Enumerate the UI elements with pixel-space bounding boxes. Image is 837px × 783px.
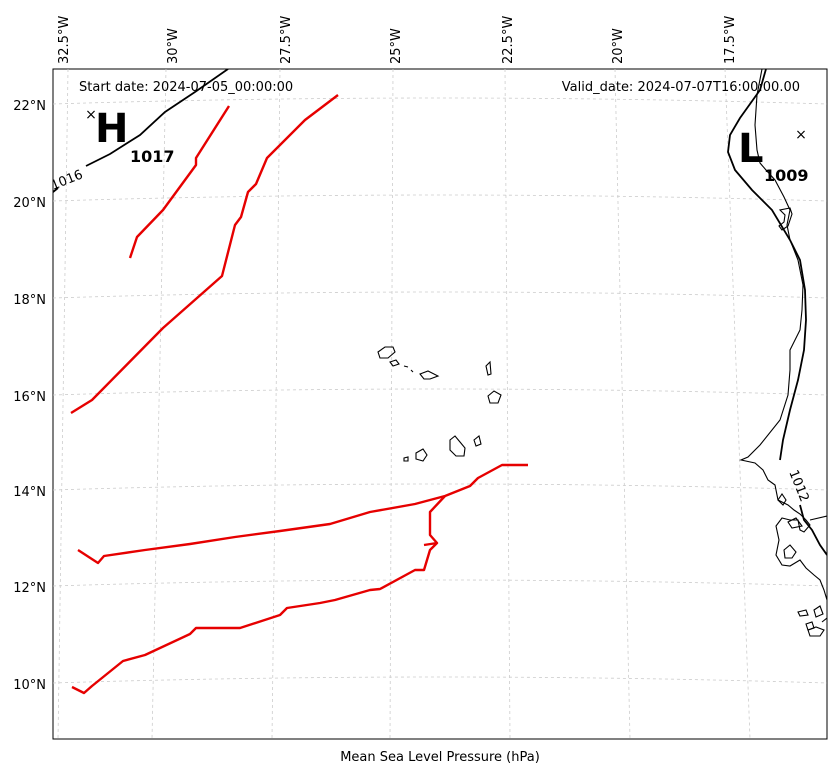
longitude-gridlines (57, 69, 751, 739)
lat-tick-label: 14°N (13, 485, 46, 500)
front-line-3 (77, 463, 528, 565)
high-letter: H (95, 106, 128, 152)
longitude-tick-labels: 32.5°W 30°W 27.5°W 25°W 22.5°W 20°W 17.5… (57, 16, 738, 64)
africa-coastline (739, 69, 827, 637)
isobar-1016 (85, 69, 229, 167)
high-pressure-value: 1017 (130, 147, 175, 166)
lat-tick-label: 22°N (13, 99, 46, 114)
isobar-1016-tail (53, 187, 59, 193)
map-xlabel: Mean Sea Level Pressure (hPa) (340, 750, 540, 765)
high-pressure-center: × H 1017 (85, 106, 174, 166)
front-line-2 (70, 94, 339, 415)
lon-tick-label: 30°W (166, 28, 181, 64)
front-line-1 (128, 105, 231, 259)
lat-tick-label: 16°N (13, 390, 46, 405)
lon-tick-label: 17.5°W (723, 16, 738, 64)
valid-date: Valid_date: 2024-07-07T16:00:00.00 (562, 80, 800, 95)
lat-tick-label: 10°N (13, 678, 46, 693)
low-letter: L (738, 126, 764, 172)
isobar-1012 (727, 69, 807, 461)
isobar-1012-lower (799, 504, 827, 556)
cape-verde-islands (377, 346, 502, 462)
latitude-tick-labels: 22°N 20°N 18°N 16°N 14°N 12°N 10°N (13, 99, 46, 693)
latitude-gridlines (53, 97, 827, 684)
lon-tick-label: 32.5°W (57, 16, 72, 64)
lon-tick-label: 20°W (611, 28, 626, 64)
lat-tick-label: 18°N (13, 293, 46, 308)
front-lines (70, 94, 528, 695)
isobars (53, 69, 827, 556)
low-marker-icon: × (795, 127, 807, 143)
low-pressure-value: 1009 (764, 166, 809, 185)
low-pressure-center: × L 1009 (738, 126, 809, 185)
lat-tick-label: 20°N (13, 196, 46, 211)
lon-tick-label: 27.5°W (279, 16, 294, 64)
map-frame (52, 68, 828, 740)
lon-tick-label: 25°W (389, 28, 404, 64)
lon-tick-label: 22.5°W (501, 16, 516, 64)
high-marker-icon: × (85, 107, 97, 123)
lat-tick-label: 12°N (13, 581, 46, 596)
start-date: Start date: 2024-07-05_00:00:00 (79, 80, 293, 95)
front-line-3-spur (423, 495, 446, 547)
front-line-4 (71, 542, 438, 695)
